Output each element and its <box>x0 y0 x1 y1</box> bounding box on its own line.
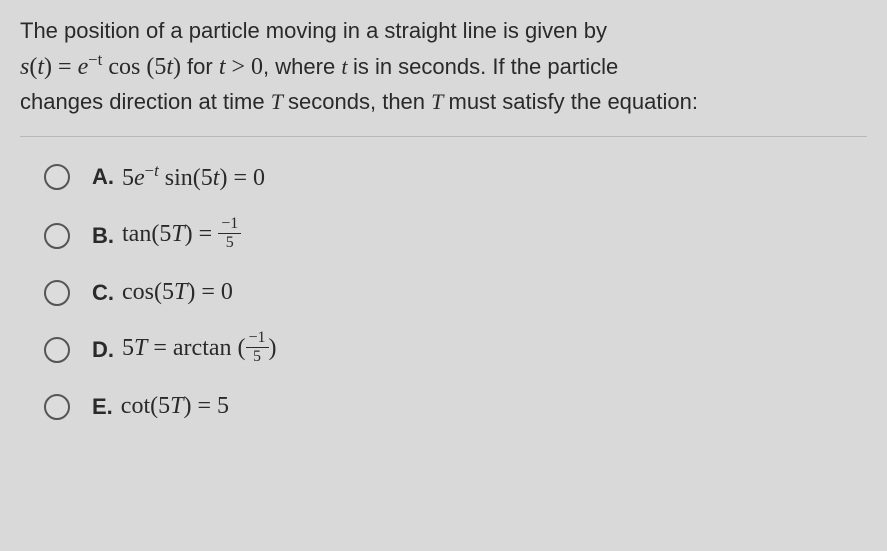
answer-expression: 5T = arctan (−15) <box>122 332 277 367</box>
answer-letter: D. <box>92 337 114 363</box>
answer-option[interactable]: E. cot(5T) = 5 <box>44 393 867 420</box>
radio-icon[interactable] <box>44 164 70 190</box>
answer-letter: A. <box>92 164 114 190</box>
answer-expression: 5e−t sin(5t) = 0 <box>122 161 265 192</box>
radio-icon[interactable] <box>44 337 70 363</box>
answer-option[interactable]: B. tan(5T) = −15 <box>44 218 867 253</box>
answer-list: A. 5e−t sin(5t) = 0 B. tan(5T) = −15 C. cos(5… <box>20 157 867 420</box>
answer-letter: C. <box>92 280 114 306</box>
question-expression: s(t) = e−t cos (5t) <box>20 54 187 80</box>
radio-icon[interactable] <box>44 280 70 306</box>
answer-expression: tan(5T) = −15 <box>122 218 241 253</box>
question-line1: The position of a particle moving in a s… <box>20 18 607 43</box>
answer-expression: cot(5T) = 5 <box>121 393 229 420</box>
answer-expression: cos(5T) = 0 <box>122 279 233 306</box>
answer-option[interactable]: C. cos(5T) = 0 <box>44 279 867 306</box>
radio-icon[interactable] <box>44 223 70 249</box>
answer-option[interactable]: D. 5T = arctan (−15) <box>44 332 867 367</box>
question-stem: The position of a particle moving in a s… <box>20 14 867 137</box>
radio-icon[interactable] <box>44 394 70 420</box>
answer-letter: E. <box>92 394 113 420</box>
answer-option[interactable]: A. 5e−t sin(5t) = 0 <box>44 161 867 192</box>
answer-letter: B. <box>92 223 114 249</box>
